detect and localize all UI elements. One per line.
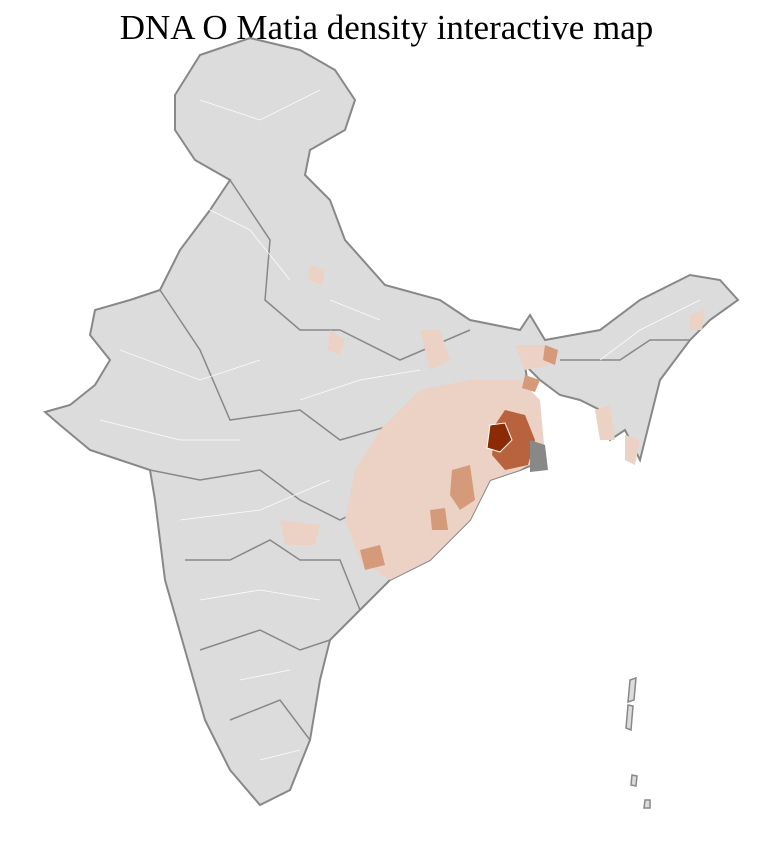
map-title: DNA O Matia density interactive map (119, 8, 654, 47)
andaman-islands (625, 676, 651, 809)
district-borders (99, 89, 701, 761)
density-regions (280, 265, 705, 580)
region-max[interactable] (486, 422, 513, 453)
region-mid-1[interactable] (360, 345, 558, 570)
region-sundarbans (530, 440, 548, 472)
state-borders (149, 179, 690, 741)
